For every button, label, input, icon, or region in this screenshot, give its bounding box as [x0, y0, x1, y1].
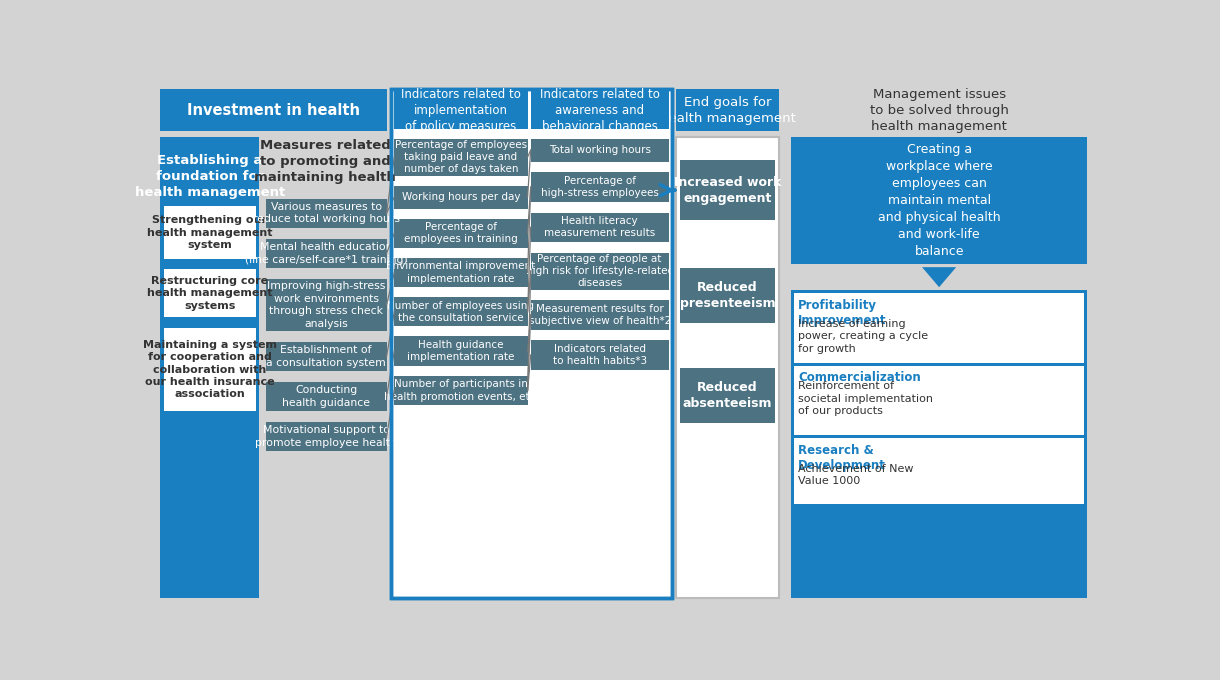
Text: Percentage of people at
high risk for lifestyle-related
diseases: Percentage of people at high risk for li… — [526, 254, 673, 288]
Text: Health literacy
measurement results: Health literacy measurement results — [544, 216, 655, 238]
Text: Mental health education
(line care/self-care*1 training): Mental health education (line care/self-… — [245, 242, 407, 265]
Bar — [394, 337, 527, 366]
Bar — [392, 89, 672, 598]
Bar — [531, 301, 669, 330]
Text: Environmental improvement
implementation rate: Environmental improvement implementation… — [387, 261, 536, 284]
Bar — [531, 139, 669, 162]
Text: Establishment of
a consultation system: Establishment of a consultation system — [266, 345, 386, 368]
Bar — [791, 137, 1087, 264]
Bar — [160, 89, 387, 131]
Text: Indicators related
to health habits*3: Indicators related to health habits*3 — [553, 344, 647, 366]
Bar — [394, 186, 527, 209]
Bar — [266, 342, 387, 371]
Text: Conducting
health guidance: Conducting health guidance — [282, 386, 370, 408]
Text: Working hours per day: Working hours per day — [401, 192, 520, 202]
Text: Reduced
presenteeism: Reduced presenteeism — [680, 281, 776, 310]
Bar — [531, 212, 669, 242]
Text: Creating a
workplace where
employees can
maintain mental
and physical health
and: Creating a workplace where employees can… — [878, 143, 1000, 258]
Text: Indicators related to
implementation
of policy measures: Indicators related to implementation of … — [401, 88, 521, 133]
Polygon shape — [922, 267, 956, 287]
Text: Maintaining a system
for cooperation and
collaboration with
our health insurance: Maintaining a system for cooperation and… — [143, 340, 277, 399]
Bar — [794, 366, 1085, 435]
Bar — [266, 199, 387, 228]
Bar — [266, 382, 387, 411]
Bar — [531, 173, 669, 202]
Text: Reinforcement of
societal implementation
of our products: Reinforcement of societal implementation… — [798, 381, 933, 416]
Bar — [676, 137, 778, 598]
Bar — [794, 293, 1085, 362]
Bar — [531, 252, 669, 290]
Text: Management issues
to be solved through
health management: Management issues to be solved through h… — [870, 88, 1009, 133]
Bar — [165, 328, 255, 411]
Text: Commercialization: Commercialization — [798, 371, 921, 384]
Bar — [165, 206, 255, 258]
Bar — [681, 368, 775, 424]
Bar — [392, 89, 672, 598]
Text: Increased work
engagement: Increased work engagement — [673, 175, 781, 205]
Text: Health guidance
implementation rate: Health guidance implementation rate — [407, 340, 515, 362]
Text: Reduced
absenteeism: Reduced absenteeism — [683, 381, 772, 410]
Bar — [394, 91, 527, 129]
Text: Measurement results for
subjective view of health*2: Measurement results for subjective view … — [528, 304, 671, 326]
Bar — [791, 290, 1087, 598]
Text: Motivational support to
promote employee health: Motivational support to promote employee… — [255, 426, 396, 447]
Bar — [531, 91, 669, 129]
Text: Percentage of employees
taking paid leave and
number of days taken: Percentage of employees taking paid leav… — [395, 139, 527, 175]
Bar — [681, 160, 775, 220]
Text: Investment in health: Investment in health — [187, 103, 360, 118]
Bar — [794, 438, 1085, 504]
Bar — [394, 376, 527, 405]
Bar — [394, 219, 527, 248]
Bar — [394, 297, 527, 326]
Bar — [394, 139, 527, 175]
Bar — [266, 239, 387, 268]
Text: Number of employees using
the consultation service: Number of employees using the consultati… — [388, 301, 534, 323]
Bar — [160, 137, 260, 598]
Text: Various measures to
reduce total working hours: Various measures to reduce total working… — [253, 202, 400, 224]
Text: Profitability
Improvement: Profitability Improvement — [798, 299, 887, 327]
Text: Establishing a
foundation for
health management: Establishing a foundation for health man… — [134, 154, 285, 199]
Text: End goals for
health management: End goals for health management — [660, 96, 795, 124]
Text: Increase of earning
power, creating a cycle
for growth: Increase of earning power, creating a cy… — [798, 319, 928, 354]
Bar — [266, 422, 387, 452]
Bar — [681, 268, 775, 324]
Bar — [165, 269, 255, 317]
Text: Percentage of
employees in training: Percentage of employees in training — [404, 222, 517, 245]
Bar — [394, 258, 527, 287]
Text: Total working hours: Total working hours — [549, 145, 650, 155]
Bar — [266, 279, 387, 331]
Text: Number of participants in
health promotion events, etc.: Number of participants in health promoti… — [383, 379, 538, 402]
Text: Research &
Development: Research & Development — [798, 443, 886, 472]
Text: Strengthening our
health management
system: Strengthening our health management syst… — [148, 215, 272, 250]
Text: Percentage of
high-stress employees: Percentage of high-stress employees — [540, 176, 659, 199]
Bar — [531, 340, 669, 370]
Text: Achievement of New
Value 1000: Achievement of New Value 1000 — [798, 464, 914, 486]
Text: Measures related
to promoting and
maintaining health: Measures related to promoting and mainta… — [255, 139, 396, 184]
Text: Restructuring core
health management
systems: Restructuring core health management sys… — [148, 276, 272, 311]
Text: Improving high-stress
work environments
through stress check
analysis: Improving high-stress work environments … — [267, 282, 386, 328]
Text: Indicators related to
awareness and
behavioral changes: Indicators related to awareness and beha… — [539, 88, 660, 133]
Bar — [676, 89, 778, 131]
